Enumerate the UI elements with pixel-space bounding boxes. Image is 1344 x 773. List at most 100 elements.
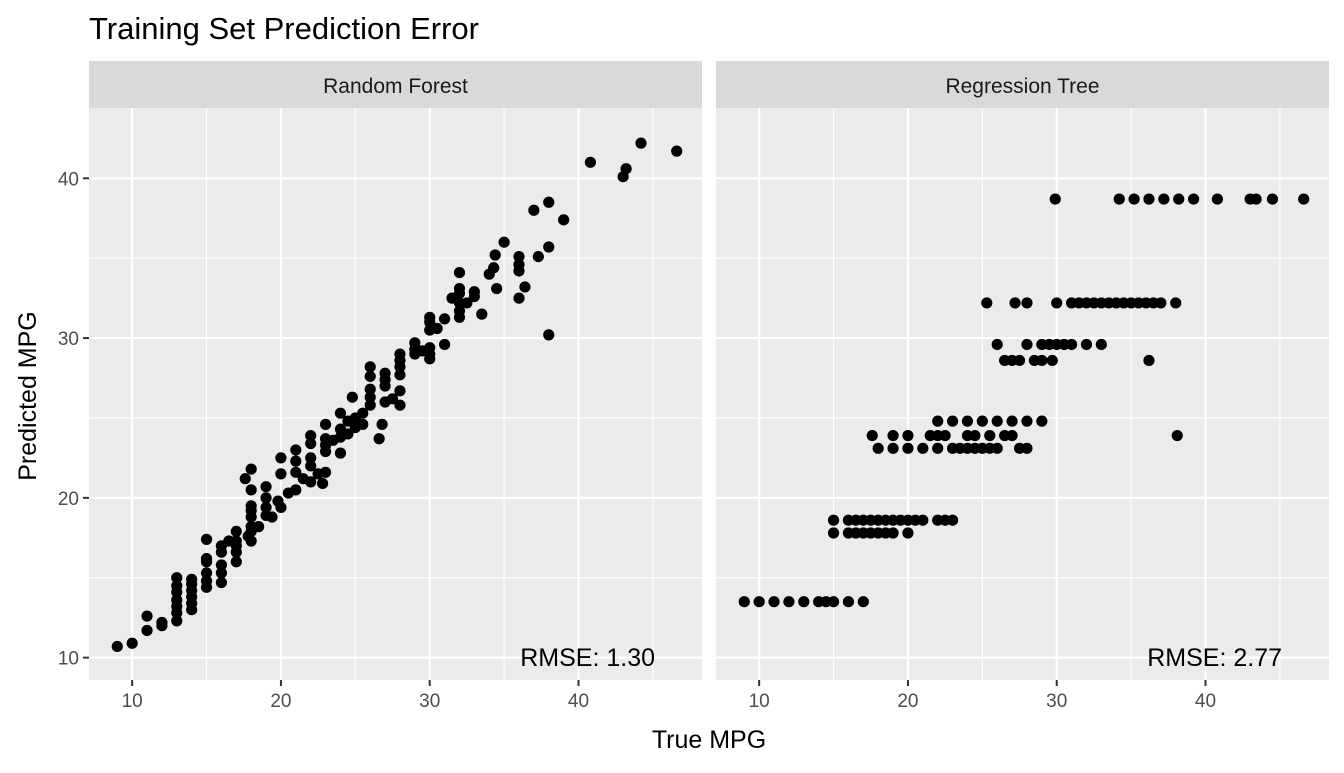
data-point [394,399,406,411]
data-point [488,262,500,274]
data-point [379,367,391,379]
data-point [290,484,302,496]
data-point [342,428,354,440]
data-point [532,250,544,263]
data-point [364,361,376,373]
data-point [215,559,228,571]
data-point [498,236,510,248]
data-point [245,535,257,547]
data-point [887,527,899,539]
data-point [1188,193,1200,205]
data-point [1170,297,1182,309]
data-point [1173,193,1185,205]
data-point [620,163,632,175]
data-point [156,616,168,629]
data-point [1128,193,1140,205]
data-point [230,525,242,538]
x-tick-label: 40 [1195,691,1216,712]
data-point [1158,193,1170,205]
data-point [991,415,1003,427]
data-point [1036,415,1048,427]
data-point [513,250,525,263]
data-point [1049,193,1061,205]
data-point [438,313,451,325]
data-point [230,535,242,547]
data-point [319,418,332,430]
data-point [364,370,376,383]
y-tick-label: 20 [58,489,79,510]
data-point [635,137,647,149]
x-tick-label: 40 [568,691,589,712]
data-point [316,477,329,490]
data-point [305,476,317,488]
data-point [1013,354,1026,367]
data-point [319,466,332,478]
data-point [290,466,302,478]
data-point [1021,415,1033,427]
data-point [260,501,272,514]
data-point [171,615,183,627]
facet-strip [716,61,1329,108]
data-point [141,610,153,622]
data-point [738,596,750,608]
data-point [1266,193,1279,205]
data-point [253,521,265,533]
data-point [1155,297,1167,309]
data-point [260,481,272,493]
y-axis-label: Predicted MPG [14,311,42,481]
data-point [346,391,358,403]
x-axis-label: True MPG [652,726,766,754]
data-point [126,637,138,649]
data-point [543,241,555,253]
data-point [1051,297,1063,309]
data-point [1171,429,1183,442]
data-point [171,572,183,584]
data-point [305,460,317,472]
data-point [969,429,981,442]
data-point [857,596,869,608]
data-point [200,533,213,545]
data-point [468,286,480,298]
data-point [872,442,884,454]
facet-strip-label: Regression Tree [945,75,1099,98]
x-tick-label: 10 [122,691,143,712]
data-point [111,640,123,653]
data-point [171,580,183,592]
data-point [275,452,287,464]
data-point [981,297,993,309]
data-point [584,156,597,168]
data-point [768,596,780,608]
data-point [961,415,974,427]
data-point [519,281,531,293]
data-point [373,433,385,445]
data-point [932,442,944,454]
data-point [364,383,376,395]
data-point [902,527,914,539]
data-point [171,594,183,606]
data-point [558,214,570,226]
data-point [1065,338,1078,351]
data-point [887,442,899,454]
data-point [1143,193,1155,205]
x-tick-label: 30 [419,691,440,712]
data-point [141,624,153,637]
data-point [1046,354,1058,367]
data-point [827,514,840,526]
data-point [245,463,257,475]
x-tick-label: 20 [270,691,291,712]
rmse-annotation: RMSE: 2.77 [1147,644,1282,672]
data-point [200,575,213,587]
data-point [902,429,914,442]
data-point [671,145,683,157]
data-point [453,305,466,317]
data-point [461,297,473,309]
panel-regression-tree: Regression Tree 10 20 30 40 RMSE: 2.77 [716,61,1329,712]
data-point [334,447,347,459]
facet-strip [89,61,702,108]
data-point [186,573,198,585]
data-point [364,399,376,411]
data-point [976,415,988,427]
data-point [753,596,765,608]
